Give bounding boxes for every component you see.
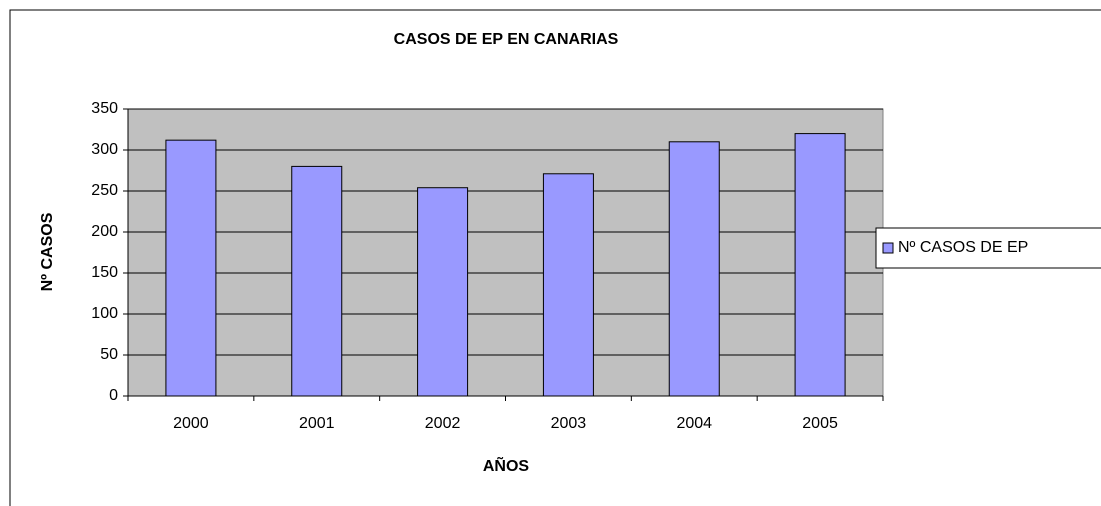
y-tick-label: 350	[91, 100, 118, 117]
bar	[542, 173, 594, 397]
x-tick-label: 2002	[425, 415, 461, 432]
y-tick-label: 150	[91, 264, 118, 281]
legend-label: Nº CASOS DE EP	[898, 239, 1028, 256]
chart-title: CASOS DE EP EN CANARIAS	[394, 31, 619, 48]
bar	[794, 133, 846, 397]
y-axis-label: Nº CASOS	[39, 212, 56, 291]
bar	[165, 139, 217, 397]
plot-area	[127, 108, 884, 397]
bar	[291, 165, 343, 397]
chart-border	[9, 9, 1101, 506]
x-tick-label: 2000	[173, 415, 209, 432]
x-axis-label: AÑOS	[483, 455, 530, 475]
y-tick-label: 50	[100, 346, 118, 363]
legend-box	[875, 227, 1101, 269]
y-tick-label: 300	[91, 141, 118, 158]
bar	[668, 141, 720, 397]
x-tick-label: 2004	[676, 415, 712, 432]
x-tick-label: 2005	[802, 415, 838, 432]
x-tick-label: 2003	[551, 415, 587, 432]
y-tick-label: 100	[91, 305, 118, 322]
y-tick-label: 250	[91, 182, 118, 199]
legend-swatch	[882, 242, 894, 254]
bar	[417, 187, 469, 397]
y-tick-label: 200	[91, 223, 118, 240]
x-tick-label: 2001	[299, 415, 335, 432]
y-tick-label: 0	[109, 387, 118, 404]
